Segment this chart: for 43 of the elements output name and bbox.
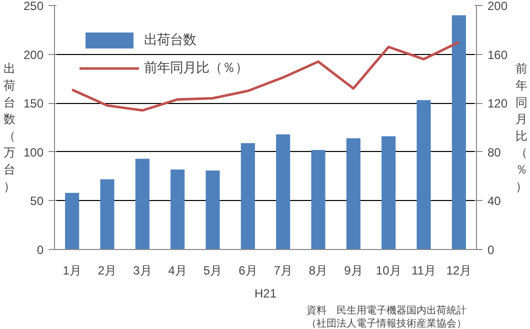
y-tick-label: 150 <box>23 96 44 111</box>
x-tick-label: 11月 <box>412 264 436 278</box>
x-tick-label: 6月 <box>238 264 258 278</box>
x-tick-label: 1月 <box>62 264 82 278</box>
x-tick-label: 8月 <box>308 264 328 278</box>
y2-tick-label: 40 <box>488 194 502 208</box>
y-tick-label: 250 <box>23 0 44 13</box>
bar <box>382 136 396 250</box>
x-axis-title: H21 <box>254 286 277 300</box>
bar <box>416 100 431 250</box>
text: （社団法人電子情報技術産業協会） <box>306 318 466 329</box>
y-tick-label: 50 <box>30 194 44 208</box>
x-tick-label: 2月 <box>98 264 117 278</box>
x-tick-label: 5月 <box>203 264 222 278</box>
y-tick-label: 0 <box>36 243 44 257</box>
y2-tick-label: 160 <box>488 48 508 62</box>
x-tick-label: 7月 <box>274 264 292 278</box>
bar <box>276 134 290 250</box>
x-tick-label: 12月 <box>446 264 472 278</box>
x-tick-label: 10月 <box>376 264 402 278</box>
y2-axis-title: 前年同月比（％） <box>516 62 528 194</box>
legend-label: 出荷台数 <box>144 31 196 49</box>
x-tick-label: 9月 <box>344 264 363 278</box>
text: 資料 民生用電子機器国内出荷統計 <box>306 304 466 316</box>
y2-tick-label: 0 <box>488 243 494 257</box>
y2-tick-label: 200 <box>488 0 508 13</box>
bar <box>135 158 150 250</box>
y-axis-title: 出荷台数（万台） <box>3 62 16 194</box>
bar <box>240 143 255 250</box>
bar <box>311 150 326 250</box>
y2-tick-label: 80 <box>488 145 502 160</box>
x-tick-label: 4月 <box>168 264 187 278</box>
bar <box>65 192 80 250</box>
y-tick-label: 100 <box>23 145 44 160</box>
bar <box>170 169 185 250</box>
bar <box>100 179 114 250</box>
bar <box>346 138 360 250</box>
legend-label: 前年同月比（％） <box>144 59 248 77</box>
bar <box>206 170 220 250</box>
x-tick-label: 3月 <box>133 264 152 278</box>
bar <box>452 15 466 250</box>
y-tick-label: 200 <box>23 48 44 62</box>
y2-tick-label: 120 <box>488 96 508 111</box>
